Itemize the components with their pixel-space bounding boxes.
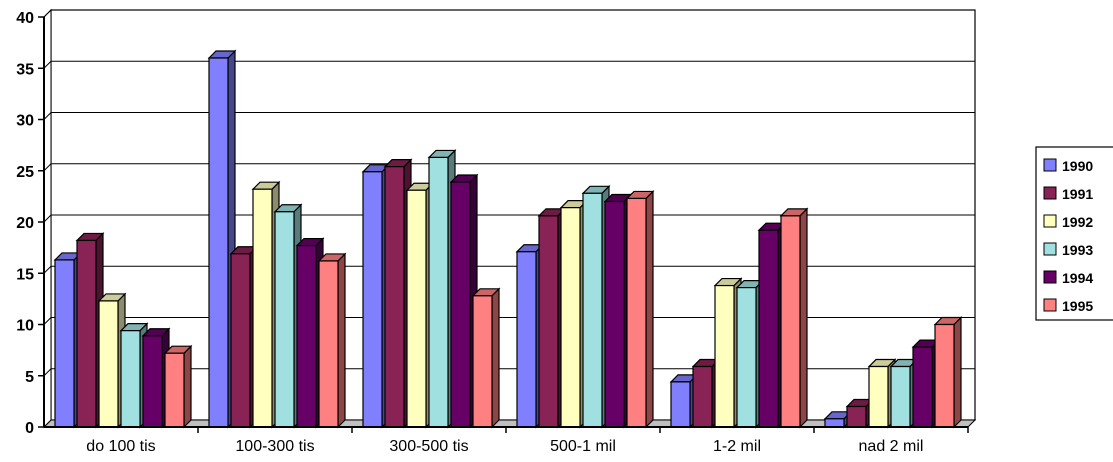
legend-item: 1991 xyxy=(1043,186,1093,202)
x-tick-label: nad 2 mil xyxy=(859,438,924,455)
x-tick-label: 500-1 mil xyxy=(550,438,616,455)
legend-item: 1995 xyxy=(1043,298,1093,314)
legend-swatch xyxy=(1043,298,1057,312)
bar xyxy=(625,189,655,429)
bar xyxy=(163,344,193,429)
y-tick-label: 40 xyxy=(16,10,34,27)
bar xyxy=(97,292,127,429)
legend-label: 1991 xyxy=(1062,186,1093,202)
legend-item: 1994 xyxy=(1043,270,1093,286)
gridline xyxy=(43,112,975,120)
legend-item: 1990 xyxy=(1043,158,1093,174)
y-tick-label: 25 xyxy=(16,164,34,181)
legend-label: 1994 xyxy=(1062,270,1093,286)
legend-swatch xyxy=(1043,242,1057,256)
y-tick-label: 0 xyxy=(25,420,34,437)
gridline xyxy=(43,60,975,69)
x-tick-label: 1-2 mil xyxy=(713,438,761,455)
legend: 1990 1991 1992 1993 1994 1995 xyxy=(1035,146,1113,321)
legend-label: 1993 xyxy=(1062,242,1093,258)
legend-label: 1995 xyxy=(1062,298,1093,314)
y-tick-label: 20 xyxy=(16,215,34,232)
legend-swatch xyxy=(1043,270,1057,284)
gridline xyxy=(43,317,975,325)
bar xyxy=(317,252,347,429)
legend-item: 1992 xyxy=(1043,214,1093,230)
gridline xyxy=(43,368,975,377)
bars xyxy=(53,49,963,429)
legend-swatch xyxy=(1043,158,1057,172)
legend-box xyxy=(1035,146,1113,321)
gridline xyxy=(43,9,975,18)
axes: 0 5 10 15 20 25 30 35 40 do 100 tis 100-300 tis 300… xyxy=(16,10,969,455)
y-tick-label: 5 xyxy=(25,369,34,386)
bar xyxy=(53,251,83,429)
legend-label: 1992 xyxy=(1062,214,1093,230)
x-tick-label: do 100 tis xyxy=(86,438,155,455)
x-tick-label: 100-300 tis xyxy=(235,438,314,455)
bar xyxy=(779,207,809,429)
y-tick-label: 15 xyxy=(16,266,34,283)
y-tick-label: 30 xyxy=(16,113,34,130)
y-tick-label: 10 xyxy=(16,318,34,335)
bar xyxy=(933,316,963,429)
y-tick-label: 35 xyxy=(16,61,34,78)
legend-swatch xyxy=(1043,214,1057,228)
x-tick-label: 300-500 tis xyxy=(389,438,468,455)
gridline xyxy=(43,265,975,274)
legend-label: 1990 xyxy=(1062,158,1093,174)
gridline xyxy=(43,214,975,223)
legend-item: 1993 xyxy=(1043,242,1093,258)
legend-swatch xyxy=(1043,186,1057,200)
gridline xyxy=(43,163,975,172)
bar xyxy=(471,287,501,429)
